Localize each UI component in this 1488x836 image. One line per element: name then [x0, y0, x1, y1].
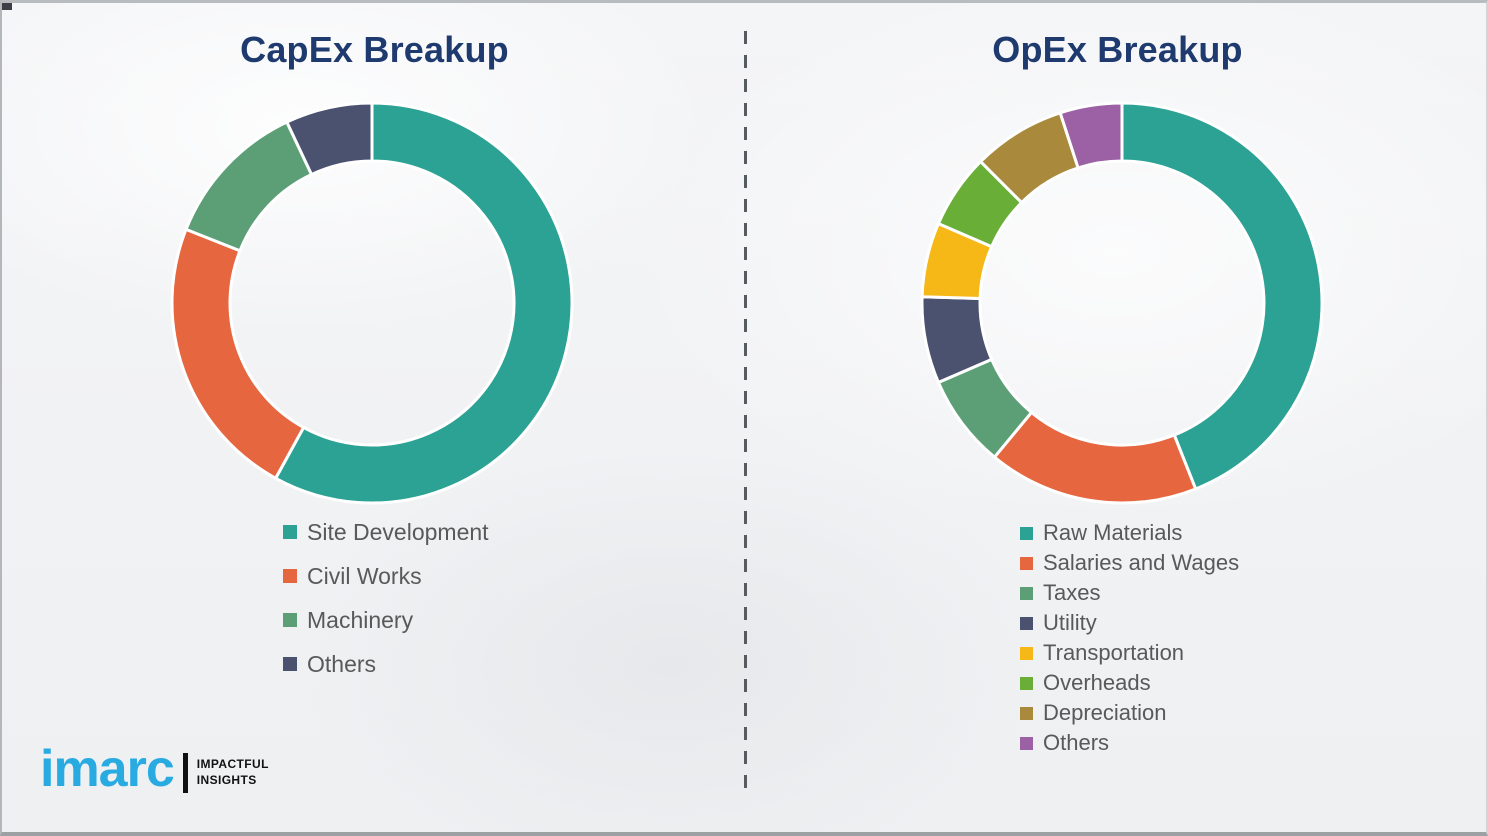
legend-item-site-development: Site Development	[283, 510, 489, 554]
legend-label: Utility	[1043, 610, 1097, 635]
imarc-logo: imarc IMPACTFUL INSIGHTS	[40, 743, 269, 795]
legend-label: Overheads	[1043, 670, 1151, 695]
legend-color-swatch	[283, 657, 297, 671]
legend-item-civil-works: Civil Works	[283, 554, 489, 598]
legend-color-swatch	[1020, 586, 1033, 600]
donut-segment-civil-works	[170, 227, 306, 480]
legend-label: Others	[1043, 730, 1110, 755]
legend-label: Transportation	[1043, 640, 1185, 665]
legend-label: Site Development	[307, 518, 489, 545]
capex-legend: Site Development Civil Works Machinery Othe…	[283, 510, 489, 686]
logo-tagline-line2: INSIGHTS	[196, 773, 257, 787]
legend-item-raw-materials: Raw Materials	[1020, 518, 1239, 548]
legend-item-transportation: Transportation	[1020, 638, 1239, 668]
opex-legend: Raw Materials Salaries and Wages Taxes Util…	[1020, 518, 1239, 758]
legend-label: Civil Works	[307, 562, 422, 589]
corner-chip	[2, 3, 12, 10]
legend-label: Taxes	[1043, 580, 1101, 605]
legend-label: Depreciation	[1043, 700, 1167, 725]
donut-segment-others	[285, 101, 374, 177]
legend-item-overheads: Overheads	[1020, 668, 1239, 698]
legend-color-swatch	[1020, 676, 1033, 690]
legend-label: Salaries and Wages	[1043, 550, 1240, 575]
legend-color-swatch	[1020, 616, 1033, 630]
donut-segment-others	[1058, 101, 1124, 170]
legend-color-swatch	[1020, 646, 1033, 660]
capex-donut-chart	[170, 101, 574, 505]
legend-color-swatch	[1020, 556, 1033, 570]
legend-color-swatch	[283, 525, 297, 539]
legend-color-swatch	[1020, 526, 1033, 540]
capex-section: CapEx Breakup Site Development Civil Work…	[2, 3, 747, 832]
logo-divider-bar	[182, 753, 188, 793]
legend-item-others: Others	[1020, 728, 1239, 758]
legend-label: Machinery	[307, 606, 414, 633]
opex-title: OpEx Breakup	[992, 29, 1243, 70]
logo-tagline-line1: IMPACTFUL	[196, 757, 269, 772]
donut-segment-site-development	[274, 101, 574, 505]
legend-item-depreciation: Depreciation	[1020, 698, 1239, 728]
opex-section: OpEx Breakup Raw Materials Salaries and W…	[747, 3, 1486, 832]
legend-item-taxes: Taxes	[1020, 578, 1239, 608]
legend-color-swatch	[1020, 736, 1033, 750]
section-divider	[744, 31, 747, 793]
donut-segment-salaries-and-wages	[993, 410, 1198, 505]
logo-brand-text: imarc	[40, 740, 175, 798]
capex-title: CapEx Breakup	[240, 29, 509, 70]
legend-color-swatch	[283, 613, 297, 627]
legend-item-salaries-and-wages: Salaries and Wages	[1020, 548, 1239, 578]
legend-label: Others	[307, 650, 377, 677]
legend-color-swatch	[1020, 706, 1033, 720]
legend-color-swatch	[283, 569, 297, 583]
legend-item-machinery: Machinery	[283, 598, 489, 642]
opex-donut-chart	[920, 101, 1324, 505]
legend-label: Raw Materials	[1043, 520, 1183, 545]
legend-item-others: Others	[283, 642, 489, 686]
donut-segment-raw-materials	[1120, 101, 1324, 491]
legend-item-utility: Utility	[1020, 608, 1239, 638]
logo-tagline: IMPACTFUL INSIGHTS	[197, 757, 269, 788]
donut-segment-machinery	[184, 120, 314, 253]
